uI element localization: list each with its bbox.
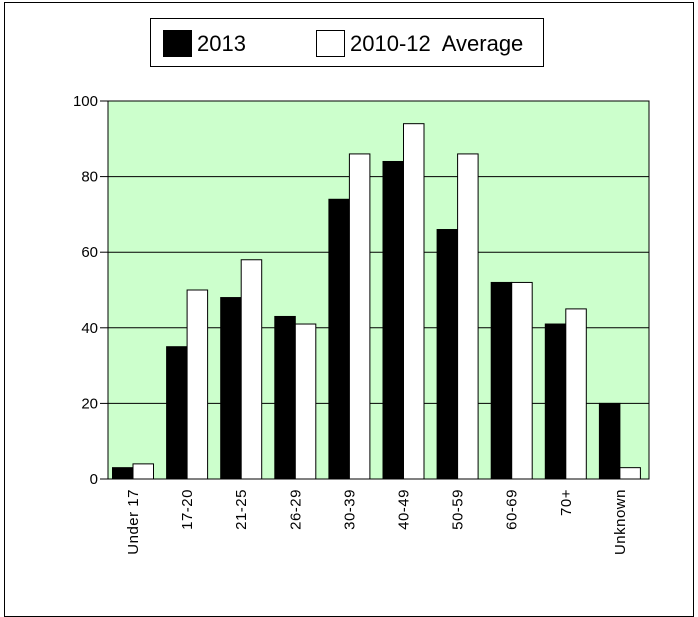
- y-tick-label: 40: [81, 320, 98, 337]
- x-tick-label: 50-59: [450, 489, 467, 530]
- bars: [112, 123, 641, 480]
- y-tick-label: 100: [73, 93, 98, 110]
- y-tick-label: 60: [81, 244, 98, 261]
- x-tick-label: 21-25: [233, 489, 250, 530]
- bar-2013: [328, 198, 350, 480]
- bar-average: [511, 281, 533, 480]
- bar-average: [348, 153, 371, 480]
- x-tick-label: 30-39: [341, 489, 358, 530]
- bar-average: [186, 289, 209, 480]
- bar-average: [132, 463, 154, 480]
- y-axis: 0 20 40 60 80 100: [73, 93, 108, 488]
- bar-2013: [598, 402, 621, 480]
- bar-average: [240, 259, 263, 480]
- legend-label-average: 2010-12 Average: [350, 31, 524, 56]
- bar-2013: [490, 281, 513, 480]
- y-tick-label: 0: [90, 471, 98, 488]
- legend-item-average: 2010-12 Average: [316, 30, 523, 57]
- bar-2013: [382, 160, 404, 480]
- bar-2013: [274, 315, 296, 480]
- x-tick-label: 70+: [558, 489, 575, 516]
- x-tick-label: Unknown: [612, 489, 629, 555]
- legend-swatch-average: [316, 30, 345, 57]
- bar-average: [619, 467, 641, 480]
- x-tick-label: 26-29: [287, 489, 304, 530]
- x-tick-label: 40-49: [396, 489, 413, 530]
- legend-item-2013: 2013: [163, 30, 246, 57]
- legend-label-2013: 2013: [197, 31, 246, 56]
- y-tick-label: 20: [81, 395, 98, 412]
- legend-swatch-2013: [163, 30, 192, 57]
- bar-2013: [436, 229, 459, 480]
- bar-average: [565, 308, 587, 480]
- bar-average: [403, 123, 425, 480]
- legend: 2013 2010-12 Average: [150, 18, 544, 67]
- bar-2013: [166, 346, 188, 480]
- x-axis: Under 17 17-20 21-25 26-29 30-39 40-49 50-59 60…: [125, 489, 629, 555]
- x-tick-label: 60-69: [504, 489, 521, 530]
- y-tick-label: 80: [81, 169, 98, 186]
- bar-2013: [112, 467, 134, 480]
- x-tick-label: Under 17: [125, 489, 142, 555]
- bar-average: [294, 323, 317, 480]
- bar-2013: [220, 297, 242, 480]
- x-tick-label: 17-20: [179, 489, 196, 530]
- bar-2013: [544, 323, 567, 480]
- bar-average: [457, 153, 479, 480]
